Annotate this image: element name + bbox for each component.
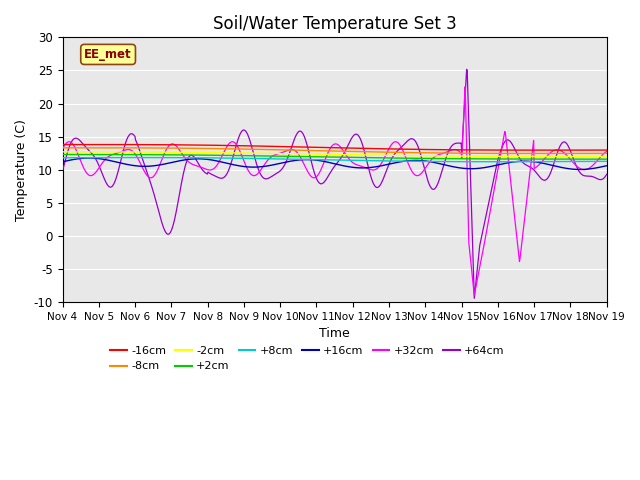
Title: Soil/Water Temperature Set 3: Soil/Water Temperature Set 3 bbox=[212, 15, 456, 33]
X-axis label: Time: Time bbox=[319, 327, 350, 340]
Y-axis label: Temperature (C): Temperature (C) bbox=[15, 119, 28, 221]
Legend: -16cm, -8cm, -2cm, +2cm, +8cm, +16cm, +32cm, +64cm: -16cm, -8cm, -2cm, +2cm, +8cm, +16cm, +3… bbox=[106, 341, 509, 376]
Text: EE_met: EE_met bbox=[84, 48, 132, 61]
